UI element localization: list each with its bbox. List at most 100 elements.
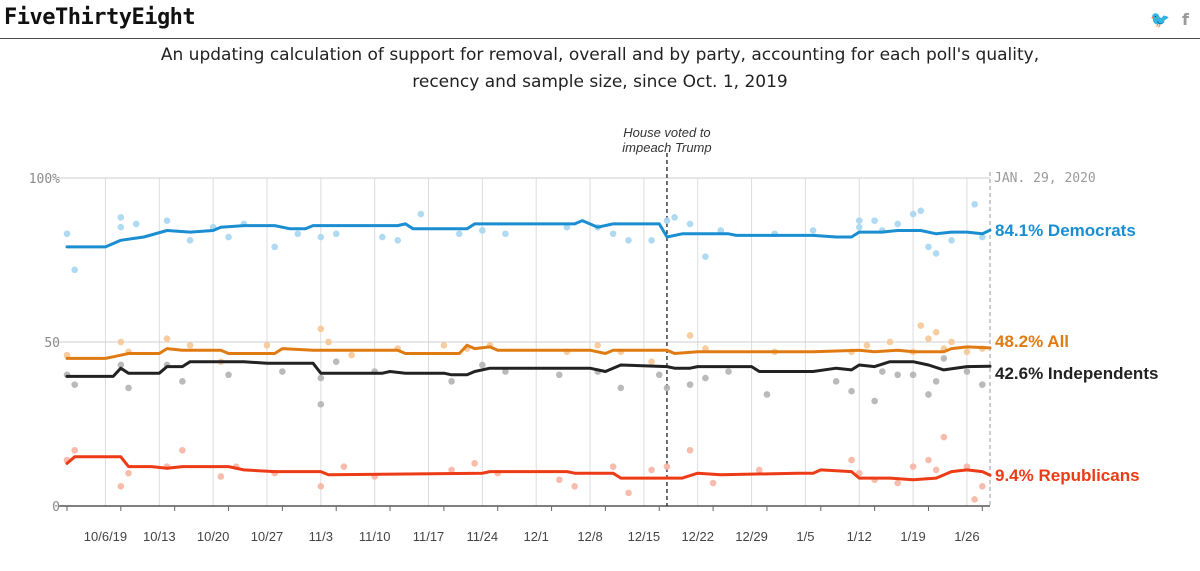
poll-dot <box>179 446 186 454</box>
poll-dot <box>686 446 694 454</box>
poll-dot <box>163 217 171 224</box>
poll-dot <box>848 456 855 464</box>
poll-dot <box>317 233 325 241</box>
poll-dot <box>117 483 125 490</box>
poll-dot <box>117 223 125 231</box>
poll-dot <box>702 345 709 352</box>
poll-dot <box>294 230 302 238</box>
poll-dot <box>963 463 971 470</box>
poll-dot <box>502 368 509 375</box>
poll-dot <box>279 368 286 375</box>
poll-dot <box>394 237 402 244</box>
poll-dot <box>348 351 355 359</box>
poll-dot <box>609 230 617 238</box>
poll-dot <box>848 387 855 395</box>
poll-dot <box>702 374 709 382</box>
poll-dot <box>979 233 986 241</box>
poll-dot <box>340 463 348 470</box>
poll-dot <box>971 200 978 208</box>
poll-dot <box>809 227 817 234</box>
x-tick-label: 10/27 <box>251 529 284 544</box>
x-tick-label: 10/6/19 <box>84 529 127 544</box>
series-end-label: 9.4% Republicans <box>995 466 1140 485</box>
chart-subtitle: An updating calculation of support for r… <box>0 42 1200 96</box>
poll-dot <box>655 371 663 379</box>
poll-dot <box>648 358 655 365</box>
impeachment-annotation-line2: impeach Trump <box>622 140 711 155</box>
poll-dot <box>671 214 678 221</box>
poll-dot <box>932 466 940 474</box>
poll-dot <box>117 338 125 346</box>
poll-dot <box>686 332 694 339</box>
poll-dot <box>863 341 871 349</box>
x-tick-label: 1/26 <box>954 529 979 544</box>
poll-dot <box>555 476 563 484</box>
poll-dot <box>479 361 486 369</box>
poll-dot <box>925 391 932 398</box>
poll-dot <box>455 230 463 238</box>
x-tick-label: 10/20 <box>197 529 230 544</box>
x-tick-label: 12/8 <box>577 529 602 544</box>
poll-dot <box>971 496 978 503</box>
poll-dot <box>555 371 563 379</box>
poll-dot <box>948 338 955 346</box>
poll-dot <box>894 479 901 487</box>
poll-dot <box>563 223 571 231</box>
poll-dot <box>609 463 617 470</box>
poll-dot <box>763 391 771 398</box>
x-tick-label: 12/15 <box>628 529 661 544</box>
poll-dot <box>909 463 917 470</box>
subtitle-line-2: recency and sample size, since Oct. 1, 2… <box>412 72 788 92</box>
poll-dot <box>325 338 332 346</box>
poll-dot <box>417 210 425 218</box>
series-line <box>65 455 992 482</box>
poll-dot <box>917 207 925 215</box>
poll-dot <box>317 401 325 408</box>
poll-dot <box>186 341 194 349</box>
poll-dot <box>163 335 171 343</box>
poll-dot <box>909 210 917 218</box>
x-tick-label: 11/24 <box>467 529 499 544</box>
poll-dot <box>71 266 78 274</box>
poll-dot <box>963 348 971 356</box>
poll-dot <box>571 483 578 490</box>
poll-dot <box>225 371 232 379</box>
poll-dot <box>940 433 948 441</box>
series-line <box>65 360 992 378</box>
poll-dot <box>894 371 901 379</box>
poll-dot <box>117 361 125 369</box>
poll-dot <box>979 483 986 490</box>
poll-dot <box>317 374 325 382</box>
poll-dot <box>448 466 455 474</box>
poll-dot <box>617 384 625 392</box>
series-end-label: 84.1% Democrats <box>995 221 1136 240</box>
facebook-icon[interactable]: f <box>1182 10 1189 29</box>
poll-dot <box>63 230 71 238</box>
poll-dot <box>925 335 932 343</box>
twitter-icon[interactable]: 🐦 <box>1150 10 1170 29</box>
poll-dot <box>125 469 132 477</box>
site-logo[interactable]: FiveThirtyEight <box>4 5 196 30</box>
poll-dot <box>917 322 925 329</box>
poll-dot <box>71 381 78 388</box>
poll-dot <box>871 397 878 405</box>
current-date-label: JAN. 29, 2020 <box>994 171 1096 186</box>
poll-dot <box>225 233 232 241</box>
poll-dot <box>379 233 386 241</box>
poll-dot <box>648 466 655 474</box>
x-tick-label: 11/17 <box>413 529 445 544</box>
poll-dot <box>702 253 709 261</box>
poll-dot <box>132 220 140 228</box>
poll-dot <box>479 227 486 234</box>
poll-dot <box>332 230 340 238</box>
poll-dot <box>63 351 71 359</box>
poll-dot <box>832 378 840 385</box>
poll-dot <box>940 355 948 362</box>
series-end-label: 42.6% Independents <box>995 364 1158 383</box>
series-end-label: 48.2% All <box>995 332 1069 351</box>
poll-dot <box>217 473 225 480</box>
y-tick-label: 50 <box>44 336 60 351</box>
poll-dot <box>117 214 125 221</box>
poll-dot <box>71 446 78 454</box>
x-tick-label: 1/5 <box>796 529 814 544</box>
